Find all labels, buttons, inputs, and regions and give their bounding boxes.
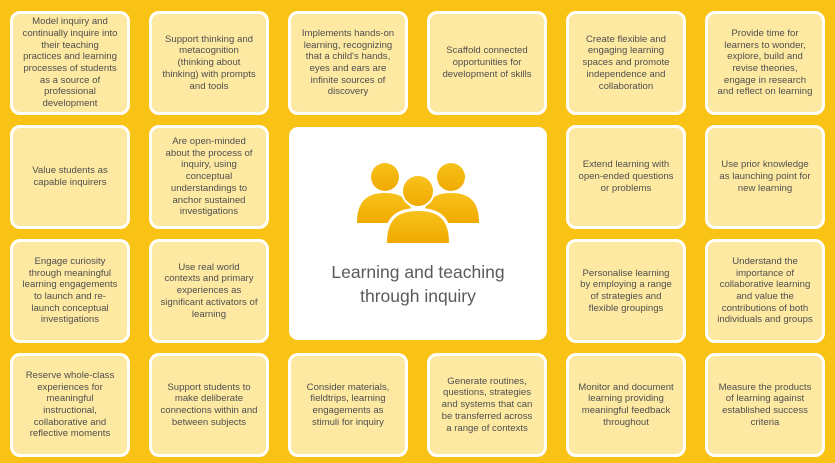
practice-card: Consider materials, fieldtrips, learning… [288,353,408,457]
practice-card: Extend learning with open-ended question… [566,125,686,229]
card-text: Understand the importance of collaborati… [717,255,813,326]
practice-card: Implements hands-on learning, recognizin… [288,11,408,115]
card-text: Use real world contexts and primary expe… [160,261,258,320]
card-text: Are open-minded about the process of inq… [165,136,253,218]
card-text: Scaffold connected opportunities for dev… [442,45,532,80]
practice-card: Personalise learning by employing a rang… [566,239,686,343]
card-text: Implements hands-on learning, recognizin… [301,27,395,98]
card-text: Provide time for learners to wonder, exp… [717,27,813,98]
practice-card: Use real world contexts and primary expe… [149,239,269,343]
practice-card: Measure the products of learning against… [705,353,825,457]
practice-card: Use prior knowledge as launching point f… [705,125,825,229]
practice-card: Support students to make deliberate conn… [149,353,269,457]
practice-card: Value students as capable inquirers [10,125,130,229]
practice-card: Generate routines, questions, strategies… [427,353,547,457]
card-text: Engage curiosity through meaningful lear… [22,255,118,326]
card-text: Extend learning with open-ended question… [578,159,674,194]
card-text: Support students to make deliberate conn… [160,381,258,428]
practice-card: Provide time for learners to wonder, exp… [705,11,825,115]
practice-card: Reserve whole-class experiences for mean… [10,353,130,457]
card-text: Personalise learning by employing a rang… [580,267,672,314]
card-text: Model inquiry and continually inquire in… [22,16,118,110]
practice-card: Monitor and document learning providing … [566,353,686,457]
card-text: Create flexible and engaging learning sp… [582,33,670,92]
practice-card: Engage curiosity through meaningful lear… [10,239,130,343]
practice-card: Are open-minded about the process of inq… [149,125,269,229]
practice-card: Create flexible and engaging learning sp… [566,11,686,115]
center-title: Learning and teaching through inquiry [331,262,505,306]
center-panel: Learning and teaching through inquiry [289,127,547,340]
card-text: Monitor and document learning providing … [578,381,674,428]
practice-card: Understand the importance of collaborati… [705,239,825,343]
card-text: Measure the products of learning against… [718,381,812,428]
practice-card: Model inquiry and continually inquire in… [10,11,130,115]
card-text: Generate routines, questions, strategies… [441,375,533,434]
card-text: Use prior knowledge as launching point f… [719,159,811,194]
card-text: Consider materials, fieldtrips, learning… [306,381,390,428]
card-text: Reserve whole-class experiences for mean… [25,369,115,440]
practice-card: Support thinking and metacognition (thin… [149,11,269,115]
card-text: Value students as capable inquirers [32,165,108,188]
practice-card: Scaffold connected opportunities for dev… [427,11,547,115]
card-text: Support thinking and metacognition (thin… [162,33,256,92]
people-group-icon [357,163,479,243]
